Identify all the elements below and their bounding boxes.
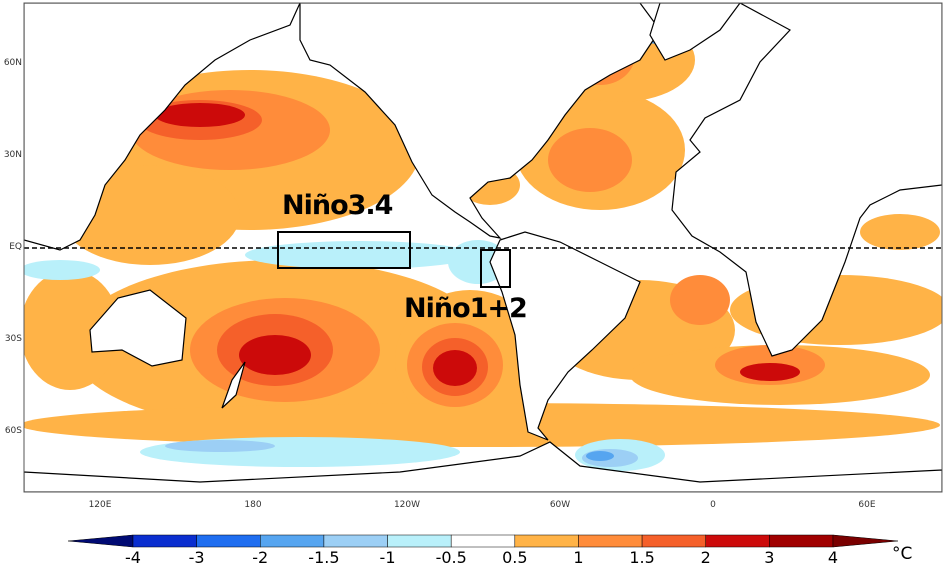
colorbar-tick-label: 0.5 <box>502 548 528 567</box>
colorbar-tick-label: -4 <box>125 548 141 567</box>
colorbar-tick-label: -2 <box>252 548 269 567</box>
nino34-label: Niño3.4 <box>282 190 393 221</box>
continents <box>24 3 942 492</box>
colorbar-tick-label: 4 <box>827 548 839 567</box>
colorbar-tick-label: 1 <box>573 548 584 567</box>
lat-label: 60N <box>3 58 22 68</box>
colorbar-bin <box>705 534 770 548</box>
colorbar-tick-label: 3 <box>764 548 775 567</box>
colorbar-bin <box>323 534 388 548</box>
new-zealand-landmass <box>221 361 246 409</box>
south-america-landmass <box>489 231 641 441</box>
colorbar-tick-label: -1 <box>379 548 396 567</box>
nino12-box <box>480 249 511 288</box>
north-america-landmass <box>299 3 661 239</box>
colorbar-tick-label: 2 <box>700 548 711 567</box>
unit-label: °C <box>892 544 913 564</box>
lat-label: 30N <box>3 150 22 160</box>
lat-label: 60S <box>4 426 22 436</box>
greenland-landmass <box>649 3 741 61</box>
lat-label: EQ <box>9 242 22 252</box>
colorbar-tick-label: 1.5 <box>629 548 655 567</box>
nino12-label: Niño1+2 <box>404 293 528 324</box>
antarctica-landmass <box>24 441 942 492</box>
sst-anomaly-map <box>23 2 943 493</box>
lon-label: 120W <box>393 500 421 510</box>
colorbar-bin <box>132 534 197 548</box>
map-frame <box>23 2 943 493</box>
lon-label: 0 <box>710 500 716 510</box>
colorbar-tick-label: -0.5 <box>435 548 467 567</box>
colorbar-max-arrow <box>832 534 899 548</box>
lon-label: 60W <box>549 500 571 510</box>
colorbar-bin <box>196 534 261 548</box>
colorbar-tick-label: -3 <box>188 548 205 567</box>
colorbar-bin <box>641 534 706 548</box>
lat-label: 30S <box>4 334 22 344</box>
lon-label: 180 <box>244 500 262 510</box>
nino34-box <box>277 231 411 269</box>
lon-label: 120E <box>88 500 112 510</box>
colorbar-bin <box>514 534 579 548</box>
colorbar-bin <box>578 534 643 548</box>
australia-landmass <box>89 289 187 367</box>
eurasia-africa-landmass <box>671 3 942 357</box>
colorbar-min-arrow <box>67 534 134 548</box>
colorbar-bin <box>260 534 325 548</box>
colorbar-bin <box>387 534 452 548</box>
colorbar-tick-label: -1.5 <box>308 548 340 567</box>
lon-label: 60E <box>858 500 876 510</box>
asia-landmass <box>24 3 301 251</box>
colorbar-bin <box>450 534 516 548</box>
colorbar-bin <box>769 534 834 548</box>
colorbar <box>67 534 899 548</box>
